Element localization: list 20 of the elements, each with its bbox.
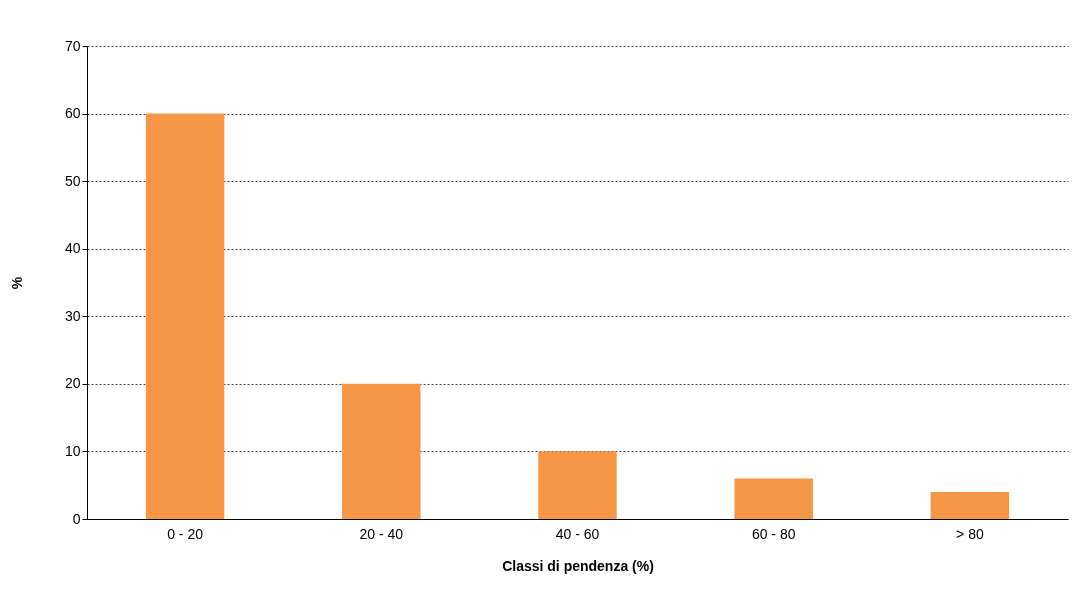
y-tick-label: 60 [64,105,81,122]
x-axis-title: Classi di pendenza (%) [502,557,654,574]
y-tick-label: 0 [72,510,81,527]
x-tick-label: 60 - 80 [751,525,796,542]
y-tick-label: 40 [64,240,81,257]
bar [930,491,1010,519]
y-tick-label: 10 [64,442,81,459]
bar [734,478,813,519]
x-tick-label: 40 - 60 [555,525,600,542]
y-tick-label: 30 [64,307,81,324]
x-tick-label: > 80 [956,525,984,542]
bar [145,113,225,519]
x-tick-label: 0 - 20 [167,525,204,542]
bar [342,383,421,519]
y-tick-label: 50 [64,172,81,189]
y-tick-label: 70 [64,37,81,54]
y-tick-label: 20 [64,375,81,392]
x-tick-label: 20 - 40 [359,525,404,542]
y-axis-title: % [8,276,25,290]
bar [538,451,617,519]
